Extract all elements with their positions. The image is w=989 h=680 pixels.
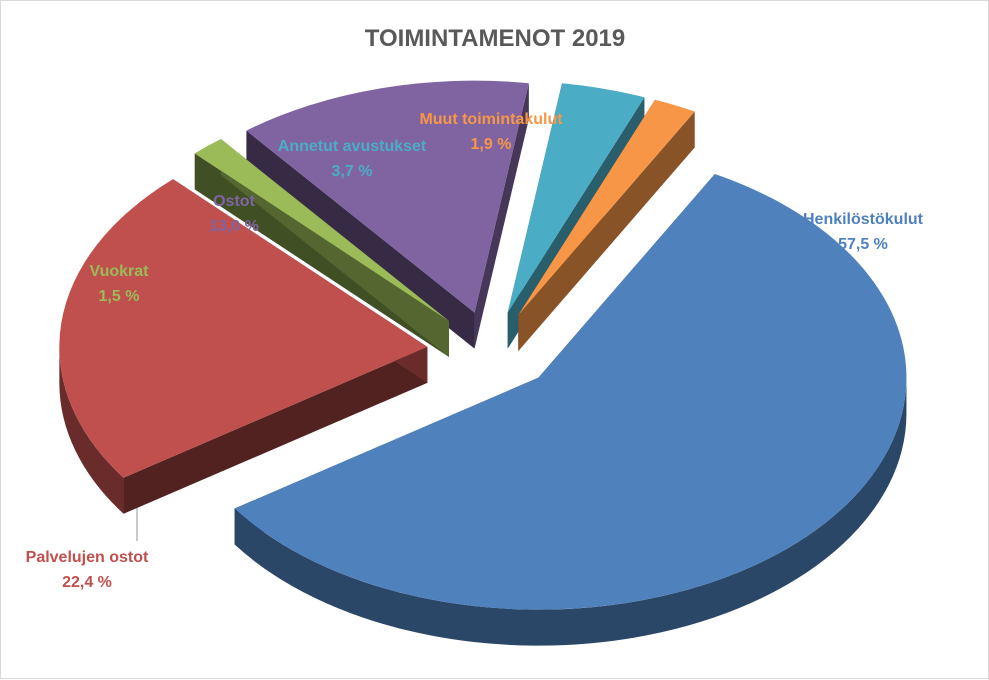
slice-top (507, 83, 645, 313)
slice-value-label: 57,5 % (838, 236, 888, 253)
slice-outer-wall (59, 346, 124, 514)
pie-slices (59, 80, 907, 646)
data-labels: Henkilöstökulut 57,5 % Palvelujen ostot 22,… (26, 111, 924, 591)
slice-1 (59, 179, 428, 514)
slice-side-wall (246, 130, 475, 349)
slice-label: Palvelujen ostot (26, 549, 149, 566)
slice-side-wall (518, 111, 695, 352)
slice-label: Henkilöstökulut (803, 211, 924, 228)
slice-value-label: 3,7 % (332, 163, 373, 180)
slice-value-label: 1,9 % (471, 136, 512, 153)
slice-side-wall (123, 346, 428, 514)
slice-label: Annetut avustukset (278, 138, 427, 155)
slice-5 (518, 99, 695, 352)
slice-2 (194, 139, 450, 358)
slice-3 (246, 80, 529, 349)
slice-label: Ostot (213, 193, 255, 210)
slice-side-wall (474, 83, 529, 349)
chart-title: TOIMINTAMENOT 2019 (365, 25, 625, 52)
slice-top (234, 174, 907, 610)
slice-value-label: 22,4 % (62, 574, 112, 591)
slice-value-label: 13,0 % (209, 218, 259, 235)
slice-top (518, 99, 695, 316)
slice-value-label: 1,5 % (99, 288, 140, 305)
slice-top (59, 179, 428, 478)
slice-top (194, 139, 450, 322)
slice-outer-wall (234, 377, 907, 646)
slice-0 (234, 174, 907, 646)
slice-label: Vuokrat (90, 263, 150, 280)
slice-top (246, 80, 529, 313)
slice-label: Muut toimintakulut (419, 111, 563, 128)
